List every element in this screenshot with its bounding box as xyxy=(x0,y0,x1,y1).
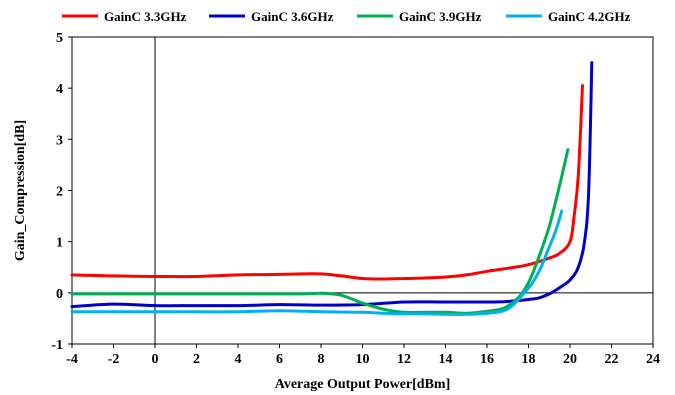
x-tick-label: 20 xyxy=(563,352,577,367)
plot-area xyxy=(71,36,654,345)
x-tick-label: 4 xyxy=(235,352,242,367)
x-tick-label: 2 xyxy=(193,352,200,367)
x-tick-label: 14 xyxy=(439,352,453,367)
y-tick-label: -1 xyxy=(51,338,63,353)
x-tick-label: 24 xyxy=(646,352,660,367)
legend-label-4: GainC 4.2GHz xyxy=(548,9,631,24)
y-tick-label: 2 xyxy=(56,185,63,200)
series-lines xyxy=(70,61,594,316)
x-tick-label: -4 xyxy=(66,352,78,367)
series-line-3 xyxy=(70,148,570,315)
legend-label-3: GainC 3.9GHz xyxy=(399,9,482,24)
x-tick-label: 18 xyxy=(522,352,536,367)
y-axis-title: Gain_Compression[dB] xyxy=(13,120,28,261)
x-tick-label: 10 xyxy=(356,352,370,367)
legend: GainC 3.3GHz GainC 3.6GHz GainC 3.9GHz Gain… xyxy=(62,9,631,24)
series-line-1 xyxy=(70,84,584,281)
y-tick-label: 4 xyxy=(56,82,63,97)
legend-label-1: GainC 3.3GHz xyxy=(104,9,187,24)
y-tick-label: 1 xyxy=(56,236,63,251)
x-tick-label: 8 xyxy=(318,352,325,367)
x-tick-label: -2 xyxy=(108,352,120,367)
y-tick-label: 5 xyxy=(56,31,63,46)
x-tick-label: 6 xyxy=(276,352,283,367)
series-line-2 xyxy=(70,61,594,309)
series-line-4 xyxy=(70,209,564,316)
x-tick-label: 16 xyxy=(480,352,494,367)
x-tick-label: 0 xyxy=(152,352,159,367)
legend-label-2: GainC 3.6GHz xyxy=(251,9,334,24)
x-axis-title: Average Output Power[dBm] xyxy=(275,377,451,392)
x-tick-label: 12 xyxy=(397,352,411,367)
x-tick-label: 22 xyxy=(605,352,619,367)
y-tick-label: 0 xyxy=(56,287,63,302)
y-tick-label: 3 xyxy=(56,133,63,148)
